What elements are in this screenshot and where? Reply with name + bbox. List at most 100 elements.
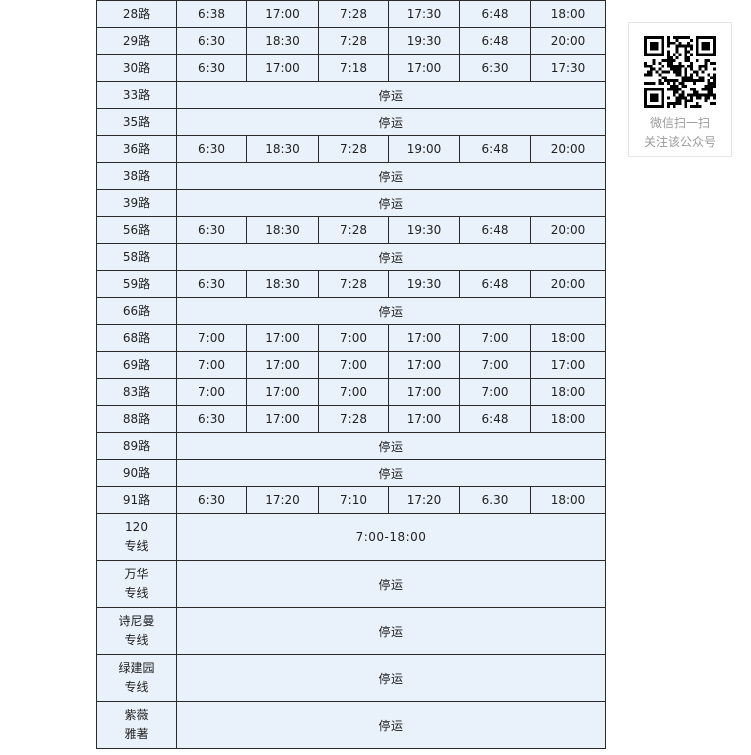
route-cell: 89路 xyxy=(96,432,177,460)
time-cell: 17:00 xyxy=(246,405,319,433)
time-cell: 19:30 xyxy=(388,27,460,55)
merged-status-cell: 7:00-18:00 xyxy=(176,513,606,561)
time-cell: 18:00 xyxy=(530,405,606,433)
time-cell: 6:30 xyxy=(176,405,247,433)
time-cell: 17:00 xyxy=(246,378,319,406)
time-cell: 20:00 xyxy=(530,216,606,244)
route-cell: 33路 xyxy=(96,81,177,109)
time-cell: 17:00 xyxy=(388,405,460,433)
merged-status-cell: 停运 xyxy=(176,189,606,217)
qr-caption-line1: 微信扫一扫 xyxy=(649,116,710,130)
time-cell: 6:48 xyxy=(459,405,531,433)
time-cell: 7:00 xyxy=(318,324,389,352)
route-cell: 29路 xyxy=(96,27,177,55)
time-cell: 7:28 xyxy=(318,405,389,433)
route-cell: 120 专线 xyxy=(96,513,177,561)
route-cell: 59路 xyxy=(96,270,177,298)
table-row: 38路 停运 xyxy=(96,162,606,190)
route-cell: 30路 xyxy=(96,54,177,82)
table-row: 紫薇 雅著 停运 xyxy=(96,701,606,749)
time-cell: 6:48 xyxy=(459,216,531,244)
table-row: 35路 停运 xyxy=(96,108,606,136)
merged-status-cell: 停运 xyxy=(176,701,606,749)
route-cell: 28路 xyxy=(96,0,177,28)
time-cell: 19:30 xyxy=(388,270,460,298)
time-cell: 17:00 xyxy=(246,324,319,352)
time-cell: 6:30 xyxy=(176,27,247,55)
route-label: 56路 xyxy=(122,222,151,237)
route-cell: 39路 xyxy=(96,189,177,217)
route-cell: 万华 专线 xyxy=(96,560,177,608)
merged-status-cell: 停运 xyxy=(176,81,606,109)
route-label: 紫薇 xyxy=(124,708,149,722)
time-cell: 7:28 xyxy=(318,0,389,28)
qr-code xyxy=(644,36,716,108)
time-cell: 20:00 xyxy=(530,135,606,163)
time-cell: 7:18 xyxy=(318,54,389,82)
table-row: 120 专线 7:00-18:00 xyxy=(96,513,606,561)
time-cell: 17:00 xyxy=(388,351,460,379)
route-label: 专线 xyxy=(124,633,149,647)
merged-status-cell: 停运 xyxy=(176,108,606,136)
table-row: 88路 6:30 17:00 7:28 17:00 6:48 18:00 xyxy=(96,405,606,433)
merged-status-cell: 停运 xyxy=(176,560,606,608)
time-cell: 17:00 xyxy=(388,54,460,82)
merged-status-cell: 停运 xyxy=(176,459,606,487)
route-label: 39路 xyxy=(122,195,151,210)
qr-panel: 微信扫一扫 关注该公众号 xyxy=(628,22,732,157)
table-row: 68路 7:00 17:00 7:00 17:00 7:00 18:00 xyxy=(96,324,606,352)
time-cell: 17:20 xyxy=(246,486,319,514)
qr-caption-line2: 关注该公众号 xyxy=(643,135,716,149)
route-label: 88路 xyxy=(122,411,151,426)
time-cell: 7:00 xyxy=(459,324,531,352)
route-cell: 56路 xyxy=(96,216,177,244)
time-cell: 6:30 xyxy=(176,135,247,163)
route-label: 万华 xyxy=(124,567,149,581)
route-label: 36路 xyxy=(122,141,151,156)
table-row: 59路 6:30 18:30 7:28 19:30 6:48 20:00 xyxy=(96,270,606,298)
time-cell: 18:30 xyxy=(246,27,319,55)
route-label: 33路 xyxy=(122,87,151,102)
table-row: 万华 专线 停运 xyxy=(96,560,606,608)
time-cell: 19:30 xyxy=(388,216,460,244)
time-cell: 7:28 xyxy=(318,135,389,163)
route-cell: 90路 xyxy=(96,459,177,487)
time-cell: 6:30 xyxy=(176,216,247,244)
time-cell: 6:48 xyxy=(459,27,531,55)
table-row: 39路 停运 xyxy=(96,189,606,217)
time-cell: 7:00 xyxy=(459,351,531,379)
route-cell: 紫薇 雅著 xyxy=(96,701,177,749)
merged-status-cell: 停运 xyxy=(176,162,606,190)
time-cell: 18:30 xyxy=(246,216,319,244)
route-label: 58路 xyxy=(122,249,151,264)
time-cell: 7:28 xyxy=(318,216,389,244)
time-cell: 6:48 xyxy=(459,270,531,298)
route-label: 专线 xyxy=(124,680,149,694)
table-row: 28路 6:38 17:00 7:28 17:30 6:48 18:00 xyxy=(96,0,606,28)
time-cell: 18:00 xyxy=(530,378,606,406)
time-cell: 17:00 xyxy=(246,351,319,379)
time-cell: 6:30 xyxy=(176,270,247,298)
time-cell: 17:00 xyxy=(388,324,460,352)
table-row: 91路 6:30 17:20 7:10 17:20 6.30 18:00 xyxy=(96,486,606,514)
route-label: 59路 xyxy=(122,276,151,291)
route-label: 35路 xyxy=(122,114,151,129)
table-row: 69路 7:00 17:00 7:00 17:00 7:00 17:00 xyxy=(96,351,606,379)
route-label: 专线 xyxy=(124,586,149,600)
table-row: 33路 停运 xyxy=(96,81,606,109)
time-cell: 6:48 xyxy=(459,135,531,163)
route-cell: 58路 xyxy=(96,243,177,271)
time-cell: 6:30 xyxy=(176,486,247,514)
route-cell: 69路 xyxy=(96,351,177,379)
time-cell: 7:00 xyxy=(459,378,531,406)
route-label: 雅著 xyxy=(124,727,149,741)
route-label: 28路 xyxy=(122,6,151,21)
route-label: 66路 xyxy=(122,303,151,318)
time-cell: 6:48 xyxy=(459,0,531,28)
time-cell: 7:28 xyxy=(318,270,389,298)
route-cell: 91路 xyxy=(96,486,177,514)
table-row: 诗尼曼 专线 停运 xyxy=(96,607,606,655)
table-row: 66路 停运 xyxy=(96,297,606,325)
route-label: 29路 xyxy=(122,33,151,48)
route-label: 120 xyxy=(125,520,148,534)
